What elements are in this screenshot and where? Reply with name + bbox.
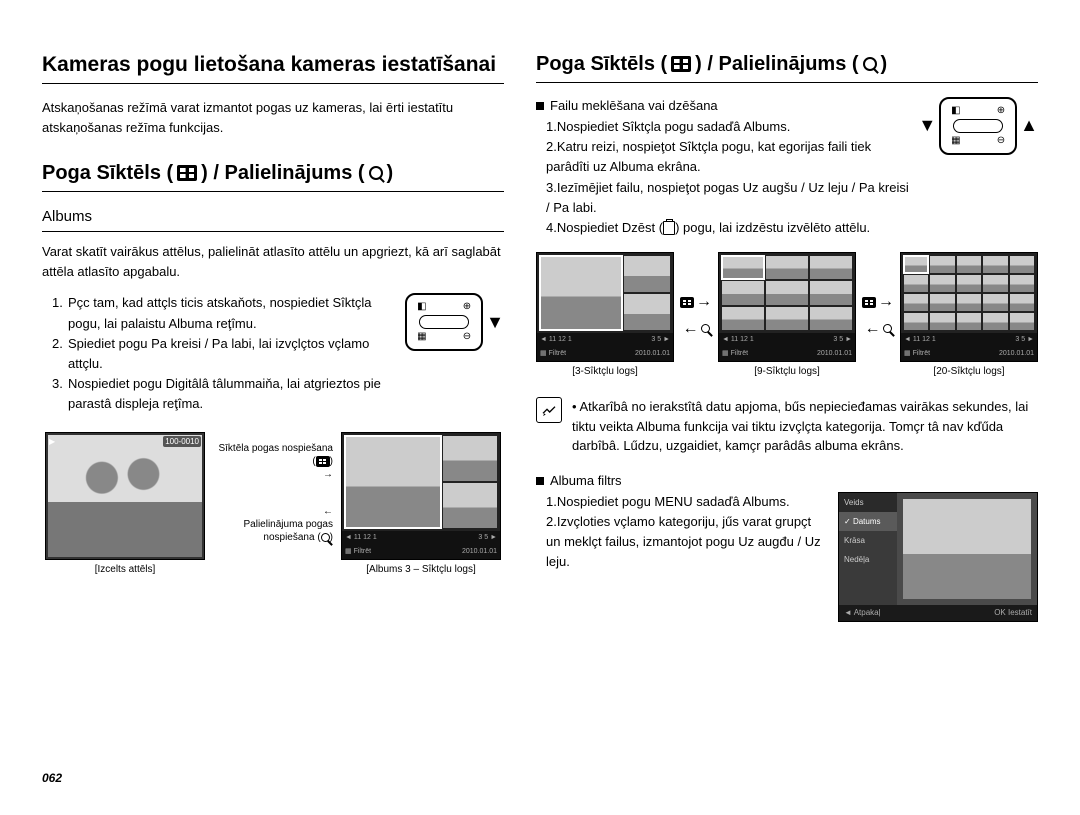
left-steps: 1.Pçc tam, kad attçls ticis atskaňots, n… xyxy=(42,293,395,414)
arrow-up-icon: ▲ xyxy=(1020,113,1038,138)
caption-20: [20-Sîktçlu logs] xyxy=(933,365,1004,379)
transition-labels: Sīktēla pogas nospiešana ()→ ←Palielināj… xyxy=(213,442,333,568)
arrow-down-icon: ▼ xyxy=(918,113,936,138)
r-step-2: Katru reizi, nospieţot Sîktçla pogu, kat… xyxy=(546,139,871,174)
bullet-icon xyxy=(536,102,544,110)
step-3: Nospiediet pogu Digitâlâ tâlummaiňa, lai… xyxy=(68,374,395,414)
step-1: Pçc tam, kad attçls ticis atskaňots, nos… xyxy=(68,293,395,333)
transition-icons: → ← xyxy=(862,291,894,340)
transition-icons: → ← xyxy=(680,291,712,340)
album-3-preview: ◄ 11 12 13 5 ► ▦ Filtrēt2010.01.01 [Albu… xyxy=(341,432,501,577)
h2-pre: Poga Sīktēls ( xyxy=(42,159,173,187)
step-2: Spiediet pogu Pa kreisi / Pa labi, lai i… xyxy=(68,334,395,374)
bullet-icon xyxy=(536,477,544,485)
caption-album3: [Albums 3 – Sîktçlu logs] xyxy=(341,563,501,577)
thumbnail-zoom-heading-left: Poga Sīktēls ( ) / Palielinājums ( ) xyxy=(42,159,504,187)
note-text: Atkarîbâ no ierakstîtâ datu apjoma, bűs … xyxy=(572,399,1028,453)
thumbnail-grid-icon xyxy=(177,165,197,181)
control-tr-icon: ⊕ xyxy=(463,300,471,314)
r-step-1: Nospiediet Sîktçla pogu sadaďâ Albums. xyxy=(557,119,790,134)
arrow-down-icon: ▼ xyxy=(486,310,504,335)
h2-post: ) xyxy=(387,159,394,187)
zoom-control-diagram: ◧⊕ ▦⊖ xyxy=(939,97,1017,155)
h2-post: ) xyxy=(881,50,888,78)
menu-header: Veids xyxy=(839,493,897,512)
albums-description: Varat skatīt vairākus attēlus, palielinā… xyxy=(42,242,504,281)
r-step-4a: Nospiediet Dzēst ( xyxy=(557,220,663,235)
albums-subheading: Albums xyxy=(42,206,504,227)
r-step-3: Iezīmējiet failu, nospieţot pogas Uz aug… xyxy=(546,180,909,215)
highlighted-image-preview: ▶100-0010 [Izcelts attēls] xyxy=(45,432,205,577)
caption-3: [3-Sîktçlu logs] xyxy=(572,365,638,379)
divider xyxy=(42,191,504,192)
set-label: OK Iestatīt xyxy=(994,607,1032,618)
magnifier-icon xyxy=(369,166,383,180)
note-box: • Atkarîbâ no ierakstîtâ datu apjoma, bű… xyxy=(536,397,1038,456)
h2-mid: ) / Palielinājums ( xyxy=(695,50,858,78)
divider xyxy=(536,82,1038,83)
right-steps-1: 1.Nospiediet Sîktçla pogu sadaďâ Albums.… xyxy=(536,117,910,238)
f-step-1: Nospiediet pogu MENU sadaďâ Albums. xyxy=(557,494,790,509)
r-step-4b: ) pogu, lai izdzēstu izvēlēto attēlu. xyxy=(675,220,870,235)
date-label: 2010.01.01 xyxy=(462,547,497,557)
three-thumb-preview: ◄ 11 12 13 5 ► ▦ Filtrēt2010.01.01 [3-Sî… xyxy=(536,252,674,379)
divider xyxy=(42,83,504,84)
h2-pre: Poga Sīktēls ( xyxy=(536,50,667,78)
f-step-2: Izvçloties vçlamo kategoriju, jűs varat … xyxy=(546,514,821,569)
album-filter-heading: Albuma filtrs xyxy=(550,472,622,490)
note-icon xyxy=(536,397,562,423)
magnifier-icon xyxy=(321,533,330,542)
divider-thin xyxy=(42,231,504,232)
zoom-control-diagram: ◧ ⊕ ▦ ⊖ xyxy=(405,293,483,351)
left-heading: Kameras pogu lietošana kameras iestatīša… xyxy=(42,50,504,79)
h2-mid: ) / Palielinājums ( xyxy=(201,159,364,187)
page-number: 062 xyxy=(42,770,62,787)
file-number-label: 100-0010 xyxy=(163,436,201,447)
thumbnail-grid-icon xyxy=(316,456,330,467)
magnifier-icon xyxy=(863,57,877,71)
nav-bar-left: ◄ 11 12 1 xyxy=(345,533,377,543)
control-bl-icon: ▦ xyxy=(417,330,426,344)
menu-item-date: Datums xyxy=(839,512,897,531)
trash-icon xyxy=(663,221,675,235)
menu-item-color: Krāsa xyxy=(839,531,897,550)
twenty-thumb-preview: ◄ 11 12 13 5 ► ▦ Filtrēt2010.01.01 [20-S… xyxy=(900,252,1038,379)
control-br-icon: ⊖ xyxy=(463,330,471,344)
thumbnail-grid-icon xyxy=(671,56,691,72)
nine-thumb-preview: ◄ 11 12 13 5 ► ▦ Filtrēt2010.01.01 [9-Sî… xyxy=(718,252,856,379)
thumbnail-zoom-heading-right: Poga Sīktēls ( ) / Palielinājums ( ) xyxy=(536,50,1038,78)
filter-label: Filtrēt xyxy=(354,548,372,555)
right-steps-2: 1.Nospiediet pogu MENU sadaďâ Albums. 2.… xyxy=(536,492,824,573)
file-search-heading: Failu meklēšana vai dzēšana xyxy=(550,97,718,115)
nav-bar-right: 3 5 ► xyxy=(478,533,497,543)
filter-menu-preview: Veids Datums Krāsa Nedēļa ◄ Atpakaļ OK Ie… xyxy=(838,492,1038,622)
back-label: ◄ Atpakaļ xyxy=(844,607,880,618)
caption-9: [9-Sîktçlu logs] xyxy=(754,365,820,379)
caption-highlighted: [Izcelts attēls] xyxy=(45,563,205,577)
control-tl-icon: ◧ xyxy=(417,300,426,314)
left-intro-text: Atskaņošanas režīmā varat izmantot pogas… xyxy=(42,98,504,137)
menu-item-week: Nedēļa xyxy=(839,550,897,569)
